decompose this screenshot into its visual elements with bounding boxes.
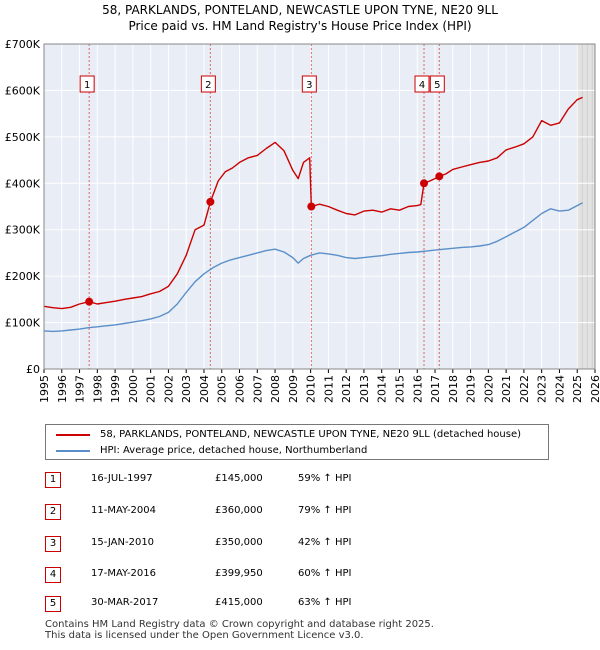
y-tick-label: £100K (5, 317, 41, 330)
sale-date: 15-JAN-2010 (91, 537, 155, 548)
x-tick-label: 2025 (571, 375, 584, 403)
x-tick-label: 2001 (145, 375, 158, 403)
x-tick-label: 2015 (393, 375, 406, 403)
sale-label: 4 (419, 80, 425, 91)
sale-price: £145,000 (215, 473, 263, 484)
x-tick-label: 2020 (482, 375, 495, 403)
sale-label: 1 (84, 80, 90, 91)
x-tick-label: 2006 (234, 375, 247, 403)
sale-hpi-change: 63% ↑ HPI (298, 597, 352, 608)
sale-label: 5 (434, 80, 440, 91)
y-tick-label: £500K (5, 131, 41, 144)
x-tick-label: 2022 (518, 375, 531, 403)
future-region (577, 44, 595, 369)
x-tick-label: 2005 (216, 375, 229, 403)
x-tick-label: 1996 (56, 375, 69, 403)
y-tick-label: £400K (5, 177, 41, 190)
chart-title: 58, PARKLANDS, PONTELAND, NEWCASTLE UPON… (102, 3, 498, 17)
x-tick-label: 2019 (465, 375, 478, 403)
sale-label-box (414, 75, 430, 93)
sale-label: 3 (306, 80, 312, 91)
footer-licence: This data is licensed under the Open Gov… (45, 630, 364, 641)
footer-attribution: Contains HM Land Registry data © Crown c… (45, 619, 434, 641)
legend-label-property: 58, PARKLANDS, PONTELAND, NEWCASTLE UPON… (100, 429, 522, 440)
sale-price: £360,000 (215, 505, 263, 516)
sale-point (420, 179, 429, 188)
sale-price: £415,000 (215, 597, 263, 608)
y-tick-label: £200K (5, 270, 41, 283)
sale-label-box (200, 75, 216, 93)
sale-hpi-change: 60% ↑ HPI (298, 568, 352, 579)
sale-date: 17-MAY-2016 (91, 568, 157, 579)
sale-number-badge: 3 (45, 536, 61, 552)
plot-area (44, 44, 595, 369)
x-tick-label: 1999 (109, 375, 122, 403)
hpi-line (43, 202, 583, 333)
chart-subtitle: Price paid vs. HM Land Registry's House … (128, 19, 472, 33)
x-tick-label: 2009 (287, 375, 300, 403)
sale-number-badge: 4 (45, 567, 61, 583)
x-tick-label: 2026 (589, 375, 600, 403)
legend-swatch-hpi (56, 450, 90, 452)
sale-price: £350,000 (215, 537, 263, 548)
plot-border (43, 43, 596, 370)
legend-swatch-property (56, 434, 90, 436)
x-tick-label: 2017 (429, 375, 442, 403)
sale-number-badge: 5 (45, 596, 61, 612)
y-tick-label: £700K (5, 38, 41, 51)
x-tick-label: 1995 (38, 375, 51, 403)
x-tick-label: 2023 (536, 375, 549, 403)
sale-label: 2 (205, 80, 211, 91)
sale-label-box (429, 75, 445, 93)
x-tick-label: 2018 (447, 375, 460, 403)
x-tick-label: 2007 (251, 375, 264, 403)
x-tick-label: 2021 (500, 375, 513, 403)
x-tick-label: 2012 (340, 375, 353, 403)
x-tick-label: 2003 (180, 375, 193, 403)
x-tick-label: 2000 (127, 375, 140, 403)
sale-date: 30-MAR-2017 (91, 597, 159, 608)
sale-point (206, 197, 215, 206)
footer-copyright: Contains HM Land Registry data © Crown c… (45, 619, 434, 630)
y-tick-label: £0 (26, 363, 40, 376)
x-tick-label: 2002 (162, 375, 175, 403)
x-tick-label: 1998 (91, 375, 104, 403)
sale-point (85, 297, 94, 306)
x-tick-label: 2016 (411, 375, 424, 403)
y-tick-label: £300K (5, 224, 41, 237)
sale-label-box (301, 75, 317, 93)
property-price-line (43, 96, 583, 310)
y-tick-label: £600K (5, 84, 41, 97)
sale-date: 11-MAY-2004 (91, 505, 157, 516)
x-tick-label: 2011 (322, 375, 335, 403)
sale-hpi-change: 59% ↑ HPI (298, 473, 352, 484)
x-tick-label: 2013 (358, 375, 371, 403)
sale-point (435, 172, 444, 181)
legend-label-hpi: HPI: Average price, detached house, Nort… (100, 445, 368, 456)
sale-number-badge: 1 (45, 472, 61, 488)
sale-hpi-change: 42% ↑ HPI (298, 537, 352, 548)
sale-point (307, 202, 316, 211)
x-tick-label: 2010 (305, 375, 318, 403)
sale-label-box (79, 75, 95, 93)
x-tick-label: 2024 (553, 375, 566, 403)
x-tick-label: 2014 (376, 375, 389, 403)
chart-legend: 58, PARKLANDS, PONTELAND, NEWCASTLE UPON… (45, 424, 549, 460)
sale-hpi-change: 79% ↑ HPI (298, 505, 352, 516)
price-chart: £0 £100K £200K £300K £400K £500K £600K £700K 199… (5, 38, 600, 403)
x-tick-label: 1997 (74, 375, 87, 403)
chart-title-block: 58, PARKLANDS, PONTELAND, NEWCASTLE UPON… (0, 2, 600, 34)
x-tick-label: 2008 (269, 375, 282, 403)
x-tick-label: 2004 (198, 375, 211, 403)
sale-date: 16-JUL-1997 (91, 473, 153, 484)
sale-price: £399,950 (215, 568, 263, 579)
sale-number-badge: 2 (45, 504, 61, 520)
